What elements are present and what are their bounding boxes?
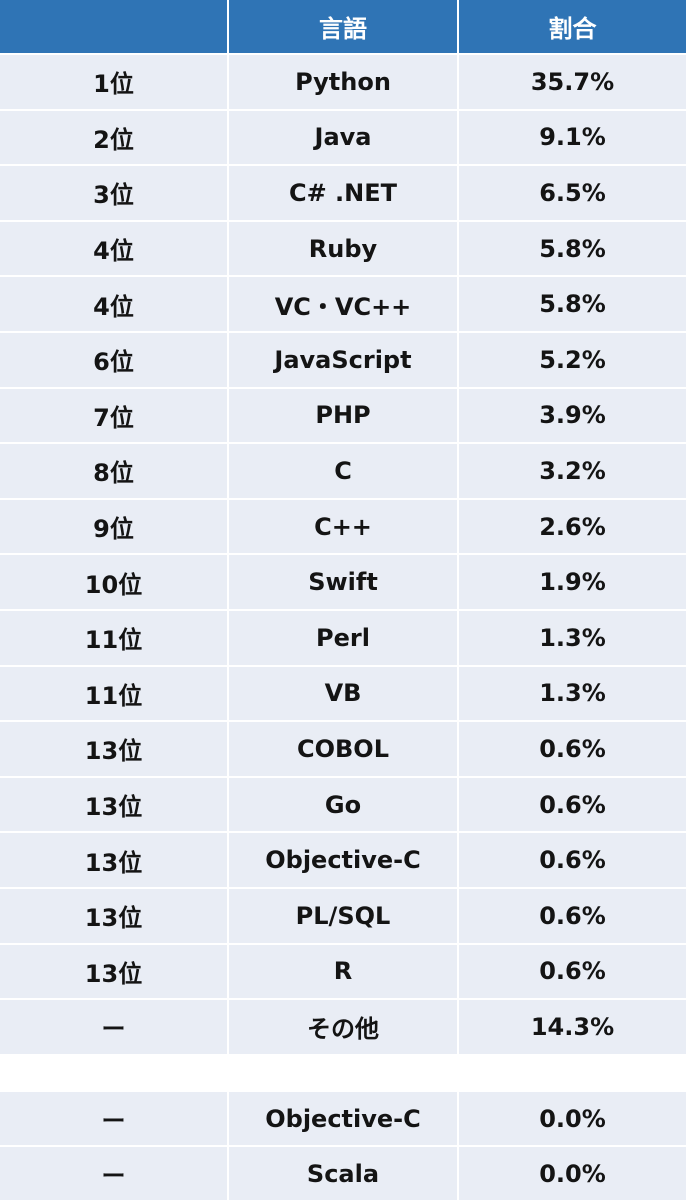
rank-cell: 2位 — [0, 110, 227, 165]
language-cell: Perl — [229, 611, 457, 665]
language-cell: C++ — [229, 499, 457, 554]
share-cell: 0.6% — [459, 833, 686, 887]
language-cell: Ruby — [229, 221, 457, 276]
rank-cell: ー — [0, 1092, 227, 1145]
share-cell: 5.2% — [459, 333, 686, 387]
share-cell: 0.0% — [459, 1092, 686, 1145]
language-cell: その他 — [229, 1000, 457, 1054]
rank-cell: 13位 — [0, 722, 227, 776]
share-cell: 5.8% — [459, 221, 686, 276]
language-cell: Go — [229, 777, 457, 832]
share-cell: 0.6% — [459, 722, 686, 776]
header-cell: 言語 — [229, 0, 457, 53]
language-cell: Java — [229, 110, 457, 165]
language-cell: Objective-C — [229, 833, 457, 887]
rank-cell: 4位 — [0, 277, 227, 331]
share-cell: 35.7% — [459, 55, 686, 109]
share-cell: 0.0% — [459, 1147, 686, 1200]
language-cell: Python — [229, 55, 457, 109]
rank-cell: 10位 — [0, 555, 227, 609]
share-cell: 2.6% — [459, 499, 686, 554]
header-cell — [0, 0, 227, 53]
rank-cell: 3位 — [0, 166, 227, 220]
share-cell: 1.3% — [459, 666, 686, 721]
language-cell: JavaScript — [229, 333, 457, 387]
header-cell: 割合 — [459, 0, 686, 53]
language-cell: PL/SQL — [229, 889, 457, 943]
share-cell: 3.2% — [459, 444, 686, 498]
rank-cell: 13位 — [0, 833, 227, 887]
share-cell: 6.5% — [459, 166, 686, 220]
language-cell: C — [229, 444, 457, 498]
share-cell: 0.6% — [459, 777, 686, 832]
rank-cell: 13位 — [0, 889, 227, 943]
share-cell: 5.8% — [459, 277, 686, 331]
rank-cell: 7位 — [0, 388, 227, 443]
rank-cell: ー — [0, 1147, 227, 1200]
share-cell: 0.6% — [459, 889, 686, 943]
language-cell: C# .NET — [229, 166, 457, 220]
rank-cell: 1位 — [0, 55, 227, 109]
rank-cell: 9位 — [0, 499, 227, 554]
language-cell: Objective-C — [229, 1092, 457, 1145]
rank-cell: 11位 — [0, 666, 227, 721]
rank-cell: 6位 — [0, 333, 227, 387]
rank-cell: 13位 — [0, 944, 227, 999]
language-cell: VB — [229, 666, 457, 721]
share-cell: 3.9% — [459, 388, 686, 443]
language-cell: PHP — [229, 388, 457, 443]
share-cell: 1.3% — [459, 611, 686, 665]
language-cell: VC・VC++ — [229, 277, 457, 331]
language-cell: Swift — [229, 555, 457, 609]
language-cell: COBOL — [229, 722, 457, 776]
share-cell: 0.6% — [459, 944, 686, 999]
share-cell: 9.1% — [459, 110, 686, 165]
language-cell: Scala — [229, 1147, 457, 1200]
rank-cell: 4位 — [0, 221, 227, 276]
share-cell: 1.9% — [459, 555, 686, 609]
language-cell: R — [229, 944, 457, 999]
rank-cell: 13位 — [0, 777, 227, 832]
rank-cell: 11位 — [0, 611, 227, 665]
rank-cell: 8位 — [0, 444, 227, 498]
share-cell: 14.3% — [459, 1000, 686, 1054]
rank-cell: ー — [0, 1000, 227, 1054]
